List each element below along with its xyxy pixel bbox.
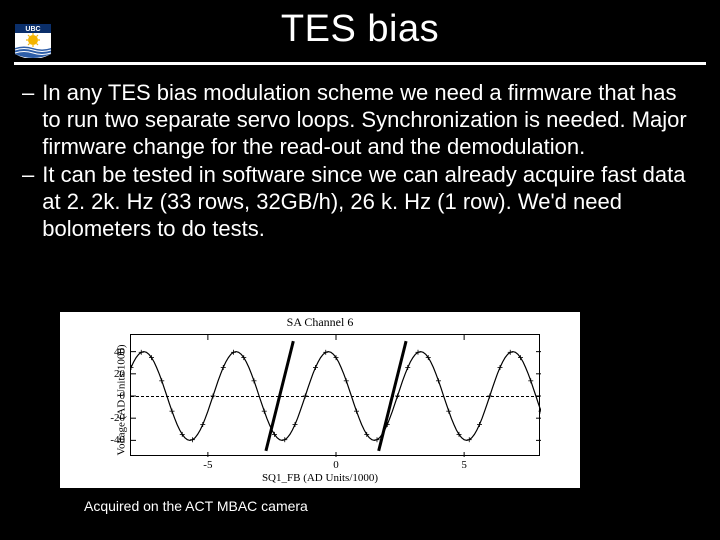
ubc-logo: UBC: [14, 14, 52, 58]
bullet-text: It can be tested in software since we ca…: [42, 162, 698, 242]
slide-title: TES bias: [0, 0, 720, 51]
chart-title: SA Channel 6: [60, 315, 580, 330]
chart-xlabel: SQ1_FB (AD Units/1000): [60, 472, 580, 484]
chart-panel: SA Channel 6 Voltage (AD Units/1000) -40…: [60, 312, 580, 488]
bullet-list: – In any TES bias modulation scheme we n…: [22, 80, 698, 245]
bullet-text: In any TES bias modulation scheme we nee…: [42, 80, 698, 160]
title-underline: [14, 62, 706, 65]
bullet-dash: –: [22, 162, 42, 242]
chart-plot-area: -40-2002040-505: [130, 334, 540, 456]
bullet-item: – In any TES bias modulation scheme we n…: [22, 80, 698, 160]
bullet-dash: –: [22, 80, 42, 160]
bullet-item: – It can be tested in software since we …: [22, 162, 698, 242]
svg-text:UBC: UBC: [25, 26, 40, 33]
chart-caption: Acquired on the ACT MBAC camera: [84, 498, 308, 514]
